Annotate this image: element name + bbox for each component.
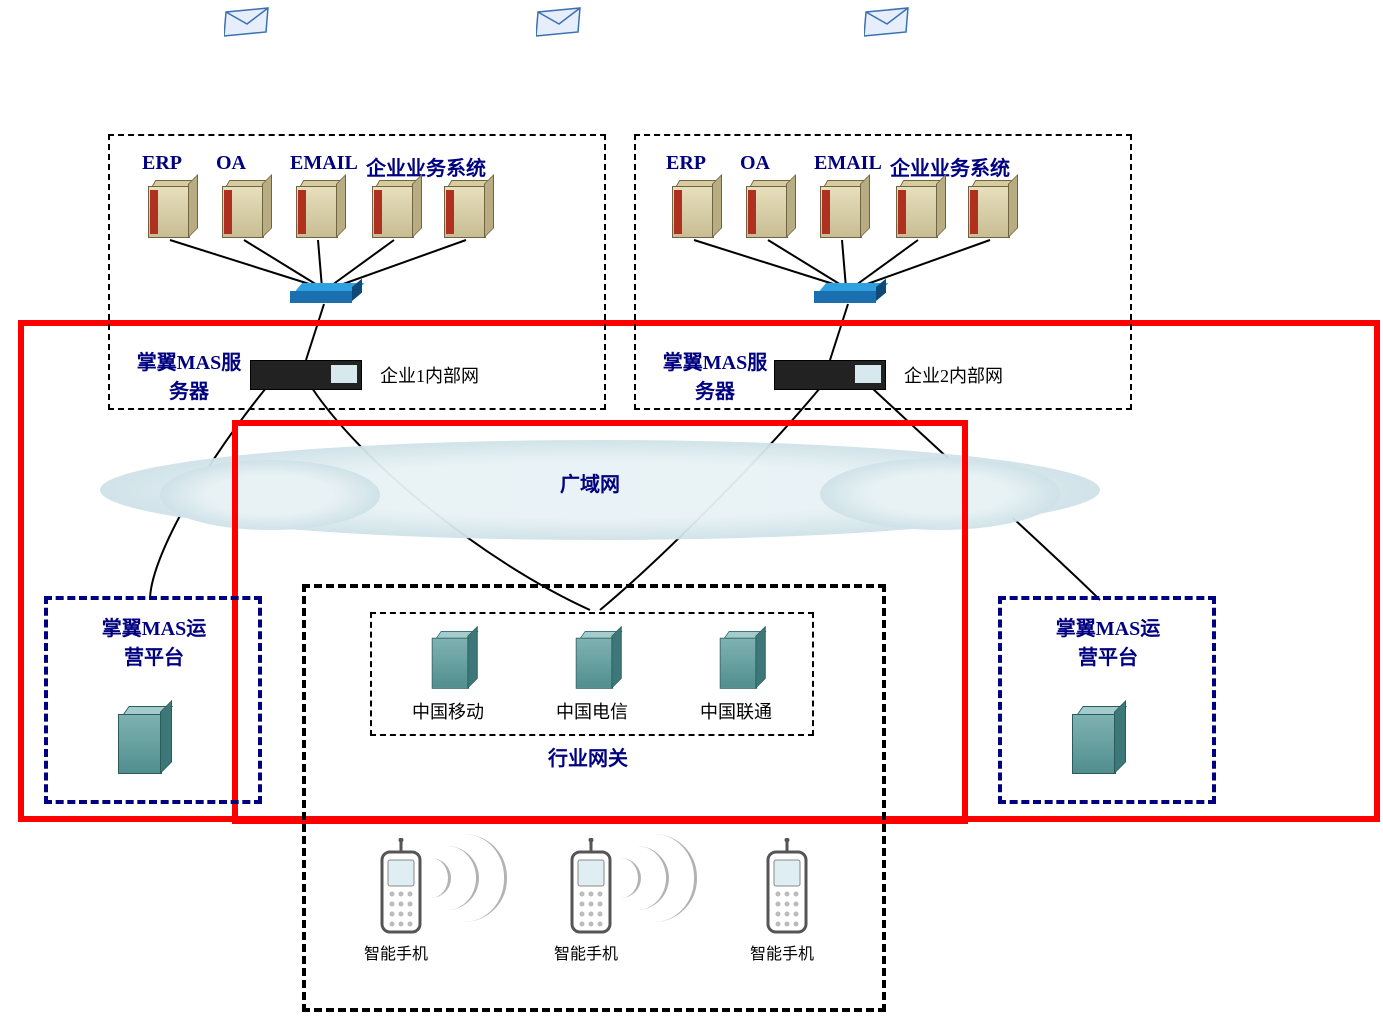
switch-icon [814,283,884,305]
system-label: 企业业务系统 [890,152,1010,181]
carrier-server-icon [720,631,763,687]
intranet-label: 企业2内部网 [904,362,1003,388]
carrier-label: 中国移动 [412,698,484,724]
ops-platform-label: 掌翼MAS运 营平台 [74,612,234,670]
smartphone-icon [760,838,814,938]
ops-server-icon [1072,706,1122,772]
mas-rack-icon [250,360,362,390]
smartphone-label: 智能手机 [750,940,814,964]
switch-icon [290,283,360,305]
app-server-icon [820,180,866,236]
smartphone-icon [374,838,428,938]
carrier-server-icon [432,631,475,687]
mail-icon [536,6,582,38]
system-label: OA [740,152,770,175]
mail-icon [864,6,910,38]
system-label: ERP [142,152,182,175]
mas-server-label: 掌翼MAS服 务器 [124,346,254,404]
system-label: OA [216,152,246,175]
ops-server-icon [118,706,168,772]
intranet-label: 企业1内部网 [380,362,479,388]
smartphone-label: 智能手机 [364,940,428,964]
app-server-icon [222,180,268,236]
carrier-label: 中国电信 [556,698,628,724]
system-label: EMAIL [290,152,358,175]
mas-rack-icon [774,360,886,390]
system-label: EMAIL [814,152,882,175]
app-server-icon [672,180,718,236]
app-server-icon [746,180,792,236]
carrier-label: 中国联通 [700,698,772,724]
app-server-icon [296,180,342,236]
gateway-label: 行业网关 [548,742,628,771]
app-server-icon [968,180,1014,236]
smartphone-icon [564,838,618,938]
diagram-stage: 广域网 ERPOAEMAIL企业业务系统掌翼MAS服 务器企业1内部网ERPOA… [0,0,1383,1029]
ops-platform-label: 掌翼MAS运 营平台 [1028,612,1188,670]
mas-server-label: 掌翼MAS服 务器 [650,346,780,404]
app-server-icon [372,180,418,236]
smartphone-label: 智能手机 [554,940,618,964]
carrier-server-icon [576,631,619,687]
mail-icon [224,6,270,38]
app-server-icon [148,180,194,236]
app-server-icon [896,180,942,236]
system-label: 企业业务系统 [366,152,486,181]
system-label: ERP [666,152,706,175]
app-server-icon [444,180,490,236]
